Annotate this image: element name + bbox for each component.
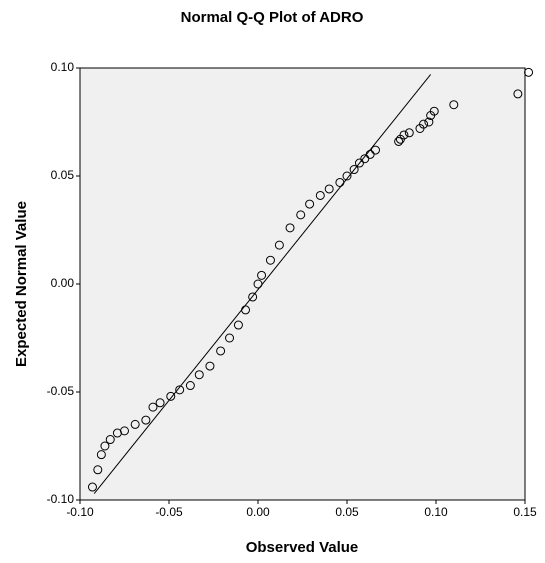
point (395, 134, 405, 144)
point (415, 123, 425, 133)
point (370, 145, 380, 155)
point (248, 292, 258, 302)
y-tick-label: 0.00 (51, 276, 75, 290)
x-tick-label: 0.00 (246, 505, 270, 519)
point (305, 199, 315, 209)
point (241, 305, 251, 315)
point (324, 184, 334, 194)
point (148, 402, 158, 412)
point (360, 154, 370, 164)
point (87, 482, 97, 492)
point (233, 320, 243, 330)
point (335, 177, 345, 187)
point (112, 428, 122, 438)
point (194, 370, 204, 380)
point (315, 190, 325, 200)
point (513, 89, 523, 99)
point (274, 240, 284, 250)
x-axis-label: Observed Value (246, 539, 359, 556)
point (449, 100, 459, 110)
point (404, 128, 414, 138)
x-tick-label: 0.15 (513, 505, 537, 519)
point (93, 465, 103, 475)
y-axis-label: Expected Normal Value (13, 201, 30, 367)
point (185, 381, 195, 391)
y-tick-label: 0.10 (51, 60, 75, 74)
point (166, 391, 176, 401)
point (349, 165, 359, 175)
point (365, 149, 375, 159)
plot-area (79, 67, 526, 501)
x-tick-label: 0.10 (424, 505, 448, 519)
point (105, 435, 115, 445)
point (141, 415, 151, 425)
point (130, 419, 140, 429)
y-tick-label: 0.05 (51, 168, 75, 182)
point (175, 385, 185, 395)
point (394, 136, 404, 146)
point (426, 111, 436, 121)
chart-title: Normal Q-Q Plot of ADRO (181, 9, 364, 26)
x-tick-label: 0.05 (335, 505, 359, 519)
point (342, 171, 352, 181)
point (205, 361, 215, 371)
point (96, 450, 106, 460)
point (155, 398, 165, 408)
point (216, 346, 226, 356)
point (225, 333, 235, 343)
point (354, 158, 364, 168)
y-tick-label: -0.10 (47, 492, 75, 506)
point (285, 223, 295, 233)
x-tick-label: -0.10 (66, 505, 94, 519)
point (100, 441, 110, 451)
point (296, 210, 306, 220)
y-tick-label: -0.05 (47, 384, 75, 398)
x-tick-label: -0.05 (155, 505, 183, 519)
point (424, 117, 434, 127)
point (253, 279, 263, 289)
point (265, 255, 275, 265)
point (524, 67, 534, 77)
point (257, 270, 267, 280)
